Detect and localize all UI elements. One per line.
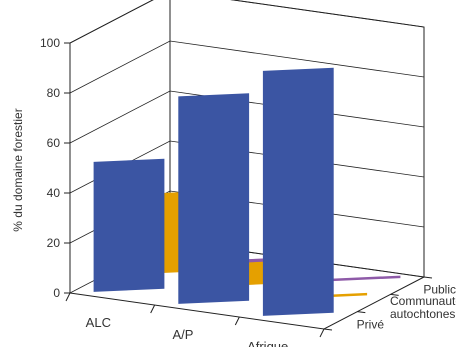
depth-axis-label-line: autochtones [390, 307, 455, 321]
y-tick-label: 20 [47, 236, 61, 250]
x-tick-mark [150, 304, 156, 314]
x-tick-mark [234, 316, 240, 326]
y-axis-ticks: 0 20 40 60 80 100 [40, 36, 433, 338]
depth-axis-label-line: Privé [357, 317, 385, 331]
y-tick-label: 80 [47, 86, 61, 100]
x-tick-label: A/P [173, 327, 194, 342]
bar [178, 93, 250, 304]
depth-axis-label-line: Communautés [390, 294, 456, 308]
depth-axis-labels: PublicCommunautésautochtones Privé [357, 283, 456, 332]
depth-axis-label: Public [423, 283, 456, 297]
bar [329, 275, 401, 282]
bars [93, 67, 401, 316]
depth-axis-label: Communautésautochtones [390, 294, 456, 321]
y-axis-label: % du domaine forestier [11, 108, 25, 231]
depth-tick-mark [357, 311, 366, 314]
y-tick-label: 60 [47, 136, 61, 150]
y-tick-label: 40 [47, 186, 61, 200]
gridline [69, 90, 425, 144]
x-tick-mark [65, 292, 71, 302]
depth-tick-mark [323, 328, 333, 331]
depth-axis-label: Privé [357, 317, 385, 331]
y-tick-label: 100 [40, 36, 60, 50]
x-tick-label: Afrique [247, 339, 288, 347]
depth-tick-mark [390, 293, 399, 296]
depth-tick-mark [423, 276, 433, 279]
bar [262, 67, 334, 316]
y-tick-label: 0 [53, 286, 60, 300]
gridline [69, 0, 425, 44]
x-tick-label: ALC [86, 315, 111, 330]
x-tick-mark [319, 328, 325, 338]
x-axis-labels: ALC A/P Afrique [86, 315, 289, 347]
bar [93, 158, 165, 292]
gridline [69, 40, 425, 94]
depth-axis-label-line: Public [423, 283, 456, 297]
